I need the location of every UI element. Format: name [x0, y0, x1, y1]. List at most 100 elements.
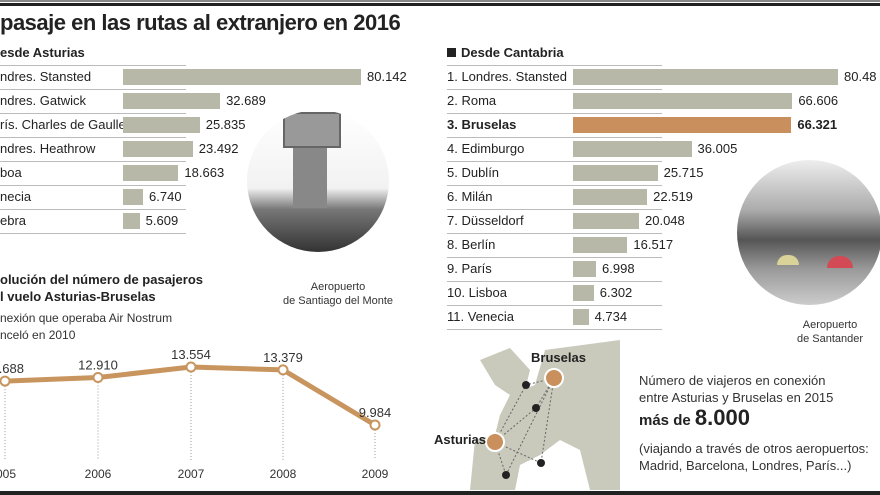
- evolution-title-1: olución del número de pasajeros: [0, 272, 203, 287]
- bar: [123, 117, 200, 133]
- cantabria-heading-text: Desde Cantabria: [461, 45, 564, 60]
- data-label: 13.554: [171, 347, 211, 362]
- x-tick-label: 2007: [178, 467, 205, 481]
- row-divider: [447, 185, 662, 209]
- square-bullet-icon: [447, 48, 456, 57]
- cantabria-heading: Desde Cantabria: [447, 45, 564, 60]
- bar: [573, 141, 692, 157]
- map-continent: [470, 340, 620, 490]
- info-highlight: más de 8.000: [639, 405, 750, 431]
- bar-value: 4.734: [594, 309, 628, 324]
- asturias-marker: [485, 432, 505, 452]
- stop-barcelona: [537, 459, 545, 467]
- bar-value: 32.689: [226, 93, 266, 108]
- bar-value: 25.835: [205, 117, 246, 132]
- bar: [573, 237, 628, 253]
- info-prefix: más de: [639, 412, 695, 429]
- row-divider: [447, 329, 662, 353]
- bar: [123, 189, 144, 205]
- umbrella-yellow: [777, 255, 799, 265]
- x-tick-label: 2009: [362, 467, 389, 481]
- bar-label: 11. Venecia: [447, 309, 514, 324]
- info-big-number: 8.000: [694, 405, 750, 430]
- bar: [123, 141, 193, 157]
- santiago-caption: Aeropuerto de Santiago del Monte: [268, 280, 408, 308]
- santiago-caption-line2: de Santiago del Monte: [282, 295, 394, 307]
- bar-label: 10. Lisboa: [447, 285, 507, 300]
- row-divider: [447, 257, 662, 281]
- row-divider: [447, 161, 662, 185]
- europe-map: [470, 340, 620, 490]
- bar: [573, 165, 658, 181]
- map-britain: [480, 348, 530, 395]
- x-tick-label: 2008: [270, 467, 297, 481]
- map-label-bruselas: Bruselas: [531, 350, 586, 365]
- data-label: 13.379: [263, 350, 303, 365]
- bar-label: ebra: [0, 213, 27, 228]
- bar: [573, 189, 648, 205]
- bar: [123, 69, 361, 85]
- row-divider: [0, 233, 186, 257]
- data-point: [0, 375, 11, 387]
- map-label-asturias: Asturias: [434, 432, 487, 447]
- bar-value: 16.517: [633, 237, 674, 252]
- row-divider: [447, 137, 662, 161]
- data-label: 12.910: [78, 357, 118, 372]
- x-tick-label: 005: [0, 467, 16, 481]
- santander-caption: Aeropuerto de Santander: [780, 318, 880, 346]
- bottom-rule: [0, 491, 880, 495]
- data-label: 9.984: [359, 405, 392, 420]
- bar: [573, 309, 589, 325]
- row-divider: [447, 89, 662, 113]
- stop-madrid: [502, 471, 510, 479]
- stop-paris: [532, 404, 540, 412]
- row-divider: [0, 137, 186, 161]
- row-divider: [0, 89, 186, 113]
- bar-label: 3. Bruselas: [447, 117, 517, 132]
- bar-label: ndres. Heathrow: [0, 141, 96, 156]
- row-divider: [0, 65, 186, 89]
- bar-value: 66.606: [798, 93, 839, 108]
- bar-value: 23.492: [198, 141, 239, 156]
- row-divider: [447, 233, 662, 257]
- row-divider: [447, 209, 662, 233]
- bar-value: 80.48: [844, 69, 877, 84]
- santander-caption-line1: Aeropuerto: [802, 319, 858, 331]
- bar-label: 6. Milán: [447, 189, 493, 204]
- bar-value: 20.048: [645, 213, 685, 228]
- bar-value: 6.302: [599, 285, 633, 300]
- passenger-line-chart: .688 005 12.910 2006 13.554 2007 13.379 2008 9.9…: [0, 347, 392, 481]
- info-line1: Número de viajeros en conexión: [639, 373, 826, 388]
- bar-label: boa: [0, 165, 22, 180]
- bar-label: 1. Londres. Stansted: [447, 69, 567, 84]
- data-label: .688: [0, 361, 24, 376]
- brussels-marker: [544, 368, 564, 388]
- row-divider: [447, 305, 662, 329]
- bar-label: necia: [0, 189, 32, 204]
- bar: [123, 165, 179, 181]
- bar-value: 36.005: [697, 141, 738, 156]
- santiago-caption-line1: Aeropuerto: [310, 281, 366, 293]
- info-note2: Madrid, Barcelona, Londres, París...): [639, 458, 852, 473]
- bar: [573, 69, 838, 85]
- bar: [123, 93, 221, 109]
- bar-value: 22.519: [653, 189, 693, 204]
- evolution-note-1: nexión que operaba Air Nostrum: [0, 311, 173, 325]
- row-divider: [447, 113, 662, 137]
- santander-caption-line2: de Santander: [796, 333, 864, 345]
- santiago-airport-photo: [247, 110, 389, 252]
- santander-airport-photo: [737, 160, 880, 305]
- info-note: (viajando a través de otros aeropuertos:…: [639, 440, 869, 474]
- page-title: pasaje en las rutas al extranjero en 201…: [0, 10, 401, 35]
- bar: [573, 93, 793, 109]
- bar-value: 18.663: [184, 165, 225, 180]
- bar-label: 9. París: [447, 261, 492, 276]
- bar: [573, 213, 639, 229]
- bar: [573, 261, 597, 277]
- info-line2: entre Asturias y Bruselas en 2015: [639, 390, 834, 405]
- data-point: [92, 371, 104, 383]
- bar-value: 6.998: [602, 261, 635, 276]
- bar-value: 25.715: [663, 165, 704, 180]
- evolution-note-2: nceló en 2010: [0, 328, 76, 342]
- bar-label: 5. Dublín: [447, 165, 500, 180]
